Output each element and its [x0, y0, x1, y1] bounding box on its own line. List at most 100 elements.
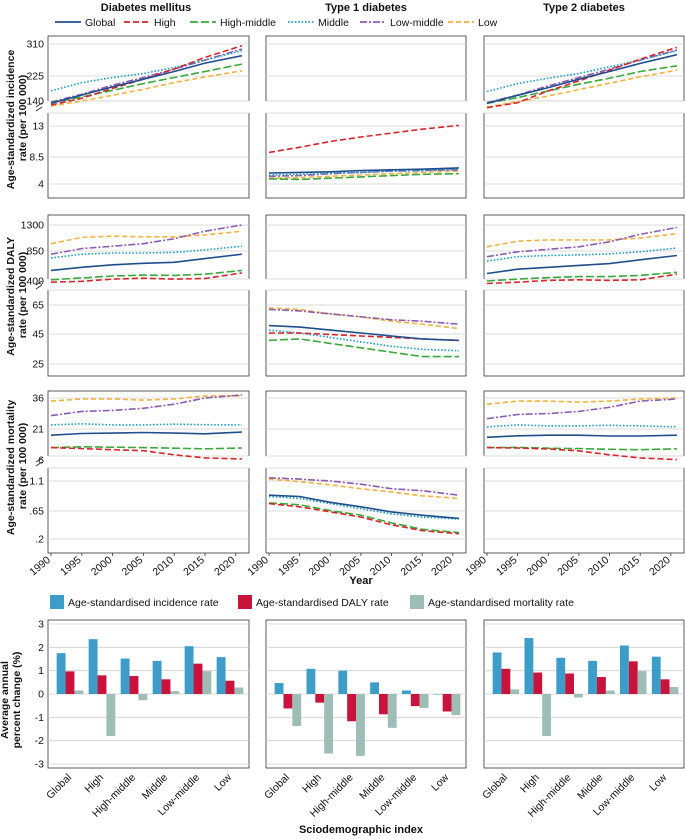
bar-mortality-global — [74, 690, 84, 694]
panel-type-1-diabetes-row3: 1990 1995 2000 2005 2010 2015 2020 — [245, 390, 467, 578]
bar-incidence-low-middle — [184, 646, 194, 694]
bar-mortality-high-middle — [356, 694, 365, 756]
bar-incidence-global — [274, 683, 284, 694]
bar-category-label: Global — [262, 772, 292, 802]
panel-frame — [483, 35, 685, 199]
bar-incidence-low — [216, 657, 226, 694]
legend-item-low-middle: Low-middle — [360, 17, 444, 29]
x-tick-label: 1990 — [245, 554, 271, 578]
row-label-incidence-line2: rate (per 100 000) — [17, 75, 29, 161]
series-line-high — [486, 273, 678, 285]
x-tick-label: 2000 — [525, 554, 551, 578]
bar-incidence-middle — [370, 682, 379, 694]
legend-label-high-middle: High-middle — [220, 17, 276, 29]
bar-mortality-low-middle — [202, 671, 212, 694]
bar-incidence-high-middle — [338, 670, 348, 694]
series-line-low — [50, 230, 242, 245]
series-line-low — [486, 69, 678, 108]
bar-mortality-high — [324, 694, 334, 754]
x-axis-label-sdi: Sciodemographic index — [299, 824, 424, 836]
series-line-global — [268, 167, 459, 174]
series-line-middle — [486, 49, 678, 93]
bar-incidence-low-middle — [619, 645, 629, 694]
series-line-low — [486, 232, 677, 248]
y-tick-label: 400 — [26, 276, 44, 288]
y-tick-label: .65 — [29, 506, 44, 518]
bar-daly-high — [315, 694, 325, 703]
series-line-low-middle — [50, 394, 242, 417]
bar-category-label: Global — [480, 772, 510, 802]
line-row-age-standardized-daly-rate: 1300 850 400 65 45 25 — [21, 214, 685, 377]
panel-frame — [265, 214, 467, 377]
bar-daly-low — [442, 694, 452, 712]
x-tick-label: 2010 — [586, 554, 612, 578]
bar-mortality-global — [292, 694, 302, 726]
bar-daly-global — [65, 671, 75, 694]
bar-incidence-middle — [152, 660, 162, 694]
row-label-daly-line1: Age-standardized DALY — [5, 237, 17, 356]
bar-mortality-high-middle — [138, 694, 148, 701]
bar-daly-high-middle — [129, 676, 139, 694]
series-line-high — [486, 446, 677, 461]
series-line-high-middle — [486, 65, 678, 105]
bar-mortality-high-middle — [574, 694, 583, 698]
y-tick-label: 225 — [26, 71, 44, 83]
bar-daly-low — [225, 680, 235, 694]
y-tick-label: 45 — [32, 329, 44, 341]
x-tick-label: 1995 — [58, 554, 84, 578]
row-label-mortality-line1: Age-standardized mortality — [5, 400, 17, 536]
row-label-daly-line2: rate (per 100 000) — [17, 252, 29, 338]
x-tick-label: 2015 — [398, 554, 424, 578]
series-line-high — [268, 502, 459, 535]
bar-daly-low-middle — [410, 694, 420, 707]
panel-type-2-diabetes-row2 — [483, 214, 685, 377]
row-label-daly: Age-standardized DALY rate (per 100 000) — [5, 234, 29, 355]
x-tick-label: 2005 — [555, 554, 581, 578]
bar-mortality-low-middle — [637, 671, 647, 694]
y-tick-label: 850 — [26, 246, 44, 258]
bar-incidence-high — [524, 638, 534, 694]
panel-frame — [265, 390, 467, 554]
legend-label-middle: Middle — [318, 17, 349, 29]
y-tick-label: 6 — [38, 455, 44, 467]
x-tick-label: 2020 — [429, 554, 455, 578]
series-line-low — [268, 478, 459, 500]
bar-daly-high — [533, 672, 543, 694]
break-gap — [483, 456, 685, 468]
bar-category-label: High — [518, 772, 542, 796]
x-tick-label: 2005 — [120, 554, 146, 578]
series-line-high-middle — [50, 446, 242, 450]
legend-item-low: Low — [448, 17, 498, 29]
panel-frame — [483, 214, 685, 377]
bar-daly-middle — [161, 679, 171, 694]
x-tick-label: 2020 — [212, 554, 238, 578]
axis-break-icon — [35, 280, 43, 290]
series-line-high — [50, 44, 243, 106]
bar-ylabel: Average annualpercent change (%) — [0, 652, 23, 749]
row-label-incidence: Age-standardized incidence rate (per 100… — [5, 47, 29, 189]
bar-mortality-low — [451, 694, 461, 715]
panel-diabetes-mellitus-row1 — [47, 35, 250, 199]
x-tick-label: 2010 — [150, 554, 176, 578]
y-tick-label: 8.5 — [29, 152, 44, 164]
bar-category-label: Middle — [357, 772, 387, 802]
bar-mortality-middle — [387, 694, 397, 728]
column-titles: Diabetes mellitus Type 1 diabetes Type 2… — [101, 2, 625, 14]
bar-legend-swatch-incidence — [50, 595, 64, 609]
bar-ylabel-line2: percent change (%) — [11, 652, 23, 749]
bar-category-label: Low — [647, 771, 669, 793]
line-panels: 310 225 140 13 8.5 4 1300 850 400 65 45 25 36 21 6 1.1.… — [21, 35, 685, 578]
series-line-middle — [50, 245, 242, 259]
bar-daly-high-middle — [347, 694, 357, 722]
panel-diabetes-mellitus-row2 — [47, 214, 250, 377]
y-tick-label: 140 — [26, 96, 44, 108]
x-axis-label-year: Year — [349, 575, 373, 587]
x-tick-label: 2000 — [89, 554, 115, 578]
series-line-global — [486, 254, 677, 275]
series-line-high-middle — [486, 271, 677, 282]
x-tick-label: 2020 — [647, 554, 673, 578]
x-tick-label: 1995 — [494, 554, 520, 578]
break-gap — [265, 101, 467, 113]
bar-category-label: High — [82, 772, 106, 796]
